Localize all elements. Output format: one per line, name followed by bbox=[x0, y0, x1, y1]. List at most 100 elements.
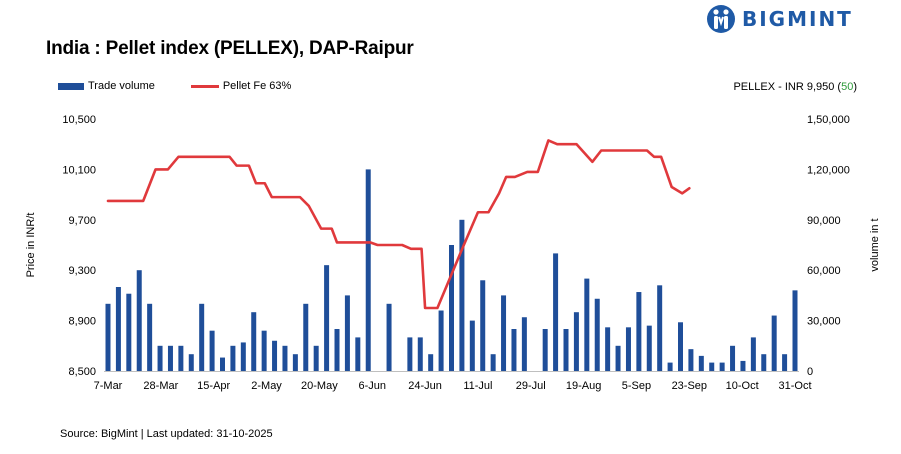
volume-bar bbox=[136, 270, 142, 371]
volume-bar bbox=[771, 315, 777, 371]
x-tick-label: 7-Mar bbox=[94, 380, 123, 392]
volume-bar bbox=[334, 329, 340, 371]
y-right-axis-title: volume in t bbox=[869, 218, 881, 271]
legend-label-pellet: Pellet Fe 63% bbox=[222, 80, 292, 92]
volume-bar bbox=[303, 303, 309, 371]
x-tick-label: 29-Jul bbox=[516, 380, 546, 392]
volume-bar bbox=[480, 280, 486, 371]
chart-legend: Trade volume Pellet Fe 63% bbox=[58, 80, 327, 92]
x-tick-label: 15-Apr bbox=[197, 380, 230, 392]
x-tick-label: 23-Sep bbox=[672, 380, 707, 392]
volume-bar bbox=[792, 290, 798, 371]
volume-bar bbox=[667, 362, 673, 371]
volume-bar bbox=[261, 330, 267, 371]
volume-bar bbox=[230, 345, 236, 371]
volume-bar bbox=[719, 362, 725, 371]
volume-bar bbox=[678, 322, 683, 371]
note-prefix: PELLEX - INR 9,950 ( bbox=[733, 81, 842, 93]
source-note: Source: BigMint | Last updated: 31-10-20… bbox=[60, 428, 273, 440]
volume-bar bbox=[750, 337, 756, 371]
y-left-axis-title: Price in INR/t bbox=[25, 213, 37, 278]
pellex-price-note: PELLEX - INR 9,950 (50) bbox=[733, 81, 857, 93]
legend-swatch-line bbox=[190, 84, 219, 88]
legend-item-trade-volume: Trade volume bbox=[58, 80, 155, 92]
volume-bar bbox=[324, 265, 330, 371]
y-right-tick-label: 1,50,000 bbox=[807, 114, 850, 126]
y-left-tick-label: 9,700 bbox=[68, 215, 96, 227]
note-suffix: ) bbox=[853, 81, 857, 93]
volume-bar bbox=[386, 303, 392, 371]
volume-bar bbox=[605, 327, 611, 371]
volume-bar bbox=[355, 337, 361, 371]
volume-bar bbox=[573, 312, 579, 371]
x-tick-label: 6-Jun bbox=[358, 380, 386, 392]
y-right-tick-label: 90,000 bbox=[807, 215, 841, 227]
x-tick-label: 24-Jun bbox=[408, 380, 442, 392]
volume-bar bbox=[407, 337, 413, 371]
volume-bar bbox=[449, 245, 454, 371]
volume-bar bbox=[563, 329, 569, 371]
logo-text: BIGMINT bbox=[742, 7, 853, 31]
volume-bar bbox=[657, 285, 663, 371]
volume-bar bbox=[459, 219, 465, 371]
volume-bar bbox=[521, 317, 527, 371]
volume-bar bbox=[428, 354, 434, 371]
volume-bar bbox=[282, 345, 288, 371]
volume-bar bbox=[220, 357, 225, 371]
y-left-tick-label: 10,500 bbox=[62, 114, 96, 126]
y-left-tick-label: 10,100 bbox=[62, 164, 96, 176]
y-right-tick-label: 60,000 bbox=[807, 265, 841, 277]
volume-bar bbox=[240, 342, 246, 371]
volume-bar bbox=[740, 360, 746, 371]
volume-bar bbox=[199, 303, 205, 371]
volume-bar bbox=[625, 327, 631, 371]
volume-bar bbox=[417, 337, 423, 371]
pellet-price-line bbox=[106, 139, 691, 310]
volume-bar bbox=[709, 362, 715, 371]
legend-item-pellet: Pellet Fe 63% bbox=[190, 80, 292, 92]
note-change: 50 bbox=[841, 81, 854, 93]
volume-bar bbox=[157, 345, 163, 371]
volume-bar bbox=[782, 354, 788, 371]
bigmint-logo-icon bbox=[707, 5, 735, 33]
volume-bar bbox=[761, 354, 767, 371]
volume-bar bbox=[313, 345, 319, 371]
legend-swatch-bar bbox=[58, 82, 84, 90]
x-tick-label: 31-Oct bbox=[778, 380, 811, 392]
x-tick-label: 28-Mar bbox=[143, 380, 178, 392]
volume-bar bbox=[344, 295, 350, 371]
volume-bar bbox=[209, 330, 215, 371]
brand-logo: BIGMINT bbox=[706, 4, 853, 34]
x-tick-label: 5-Sep bbox=[622, 380, 651, 392]
volume-bar bbox=[438, 310, 444, 371]
volume-bar bbox=[105, 303, 111, 371]
volume-bar bbox=[584, 278, 590, 371]
x-tick-label: 19-Aug bbox=[566, 380, 601, 392]
volume-bar bbox=[292, 354, 298, 371]
volume-bar bbox=[646, 325, 652, 371]
volume-bar bbox=[188, 354, 194, 371]
volume-bar bbox=[636, 292, 642, 371]
volume-bar bbox=[542, 329, 548, 371]
x-tick-label: 20-May bbox=[301, 380, 338, 392]
y-left-tick-label: 8,500 bbox=[68, 366, 96, 378]
volume-bar bbox=[126, 293, 132, 371]
y-right-tick-label: 0 bbox=[807, 366, 813, 378]
volume-bar bbox=[688, 349, 694, 371]
y-left-tick-label: 9,300 bbox=[68, 265, 96, 277]
x-tick-label: 2-May bbox=[251, 380, 282, 392]
volume-bar bbox=[272, 340, 278, 371]
volume-bar bbox=[698, 355, 704, 371]
x-tick-label: 10-Oct bbox=[726, 380, 759, 392]
volume-bar bbox=[553, 253, 559, 371]
volume-bar bbox=[115, 287, 121, 371]
volume-bar bbox=[147, 303, 153, 371]
y-left-tick-label: 8,900 bbox=[68, 316, 96, 328]
volume-bar bbox=[490, 354, 496, 371]
volume-bar bbox=[251, 312, 257, 371]
x-tick-label: 11-Jul bbox=[463, 380, 492, 392]
chart-title: India : Pellet index (PELLEX), DAP-Raipu… bbox=[46, 38, 414, 59]
volume-bar bbox=[730, 345, 736, 371]
volume-bar bbox=[594, 298, 600, 371]
